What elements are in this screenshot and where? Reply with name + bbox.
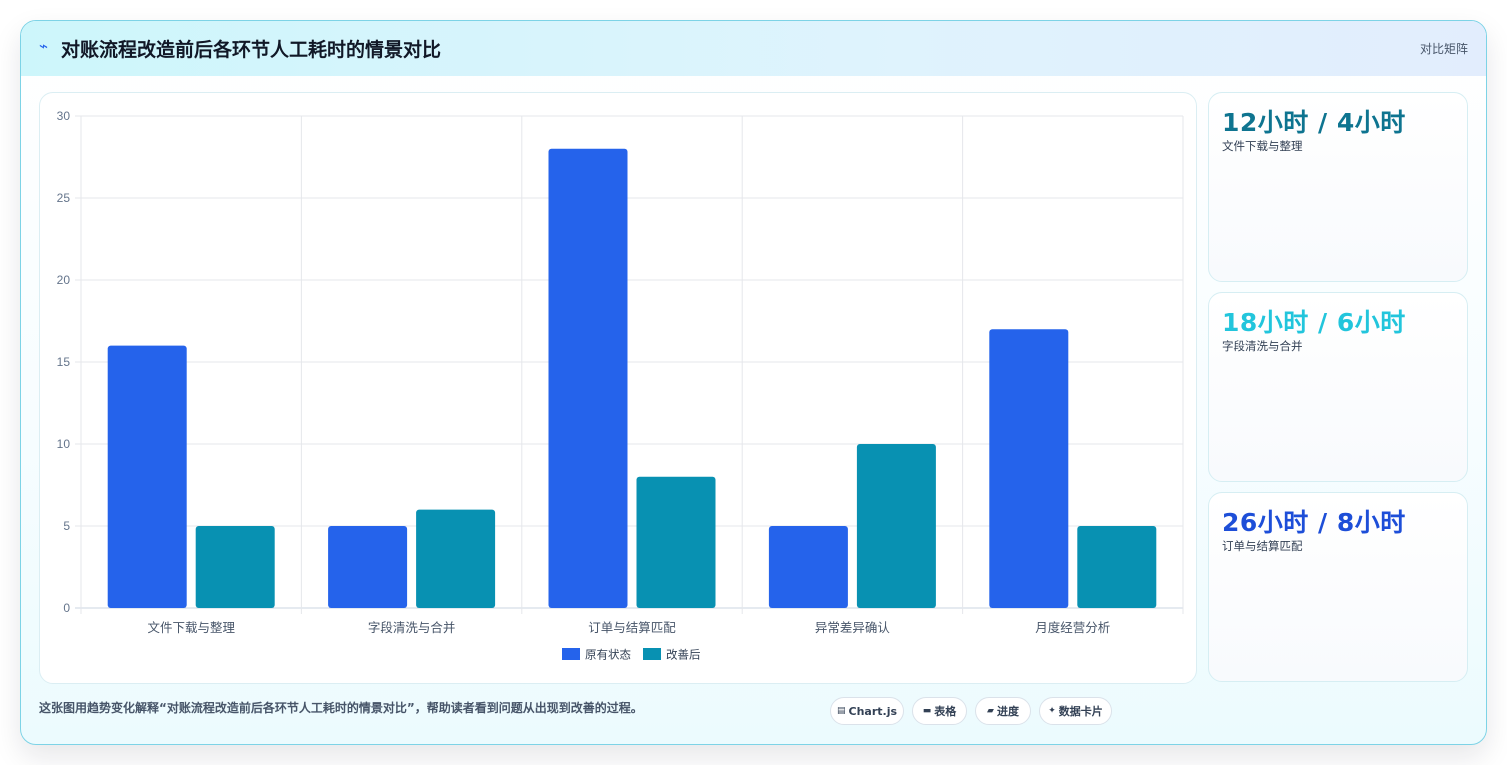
stat-value: 18小时 / 6小时 xyxy=(1222,308,1406,337)
chip-datacard[interactable]: ✦ 数据卡片 xyxy=(1039,697,1112,725)
x-tick-label: 月度经营分析 xyxy=(1035,620,1110,635)
stat-card: 12小时 / 4小时 文件下载与整理 xyxy=(1208,92,1468,282)
y-tick-label: 5 xyxy=(63,519,70,533)
chip-chartjs[interactable]: ▤ Chart.js xyxy=(830,697,904,725)
x-tick-label: 字段清洗与合并 xyxy=(368,620,456,635)
bar xyxy=(989,329,1069,608)
stat-label: 文件下载与整理 xyxy=(1222,139,1303,153)
chip-progress[interactable]: ▰ 进度 xyxy=(975,697,1031,725)
view-tag: 对比矩阵 xyxy=(1419,42,1468,56)
bar xyxy=(1077,526,1157,608)
progress-icon: ▰ xyxy=(987,706,994,716)
x-tick-label: 异常差异确认 xyxy=(815,620,891,635)
stat-card: 26小时 / 8小时 订单与结算匹配 xyxy=(1208,492,1468,682)
chart-card: 0 5 10 15 20 25 30 文件下载与整理 字段清洗与合并 订单与结算匹配 异常差异确认 月… xyxy=(39,92,1197,684)
y-tick-label: 0 xyxy=(63,601,70,615)
legend-label: 改善后 xyxy=(666,648,701,662)
legend-swatch xyxy=(562,648,580,660)
stat-card: 18小时 / 6小时 字段清洗与合并 xyxy=(1208,292,1468,482)
bar xyxy=(768,526,848,608)
chart-icon: ▤ xyxy=(836,706,846,716)
y-tick-label: 15 xyxy=(57,355,71,369)
comparison-panel: ⌁ 对账流程改造前后各环节人工耗时的情景对比 对比矩阵 0 5 10 15 20 25 30… xyxy=(20,20,1487,745)
legend-label: 原有状态 xyxy=(585,648,631,662)
stat-value: 12小时 / 4小时 xyxy=(1222,108,1406,137)
chart-description: 这张图用趋势变化解释“对账流程改造前后各环节人工耗时的情景对比”，帮助读者看到问… xyxy=(39,701,643,715)
pulse-icon: ⌁ xyxy=(39,37,49,55)
bar xyxy=(636,476,716,608)
bar xyxy=(195,526,275,608)
bar-chart: 0 5 10 15 20 25 30 文件下载与整理 字段清洗与合并 订单与结算匹配 异常差异确认 月… xyxy=(57,109,1184,662)
chip-label: Chart.js xyxy=(848,704,898,718)
y-tick-label: 10 xyxy=(57,437,71,451)
panel-header: ⌁ 对账流程改造前后各环节人工耗时的情景对比 对比矩阵 xyxy=(21,21,1486,76)
bar xyxy=(416,509,496,608)
page-title: 对账流程改造前后各环节人工耗时的情景对比 xyxy=(61,39,442,61)
y-tick-label: 20 xyxy=(57,273,71,287)
bar xyxy=(856,444,936,608)
chip-table[interactable]: ▬ 表格 xyxy=(912,697,967,725)
bar xyxy=(548,148,628,609)
table-icon: ▬ xyxy=(922,706,932,716)
chip-label: 数据卡片 xyxy=(1058,705,1103,718)
y-tick-label: 25 xyxy=(57,191,71,205)
stat-label: 订单与结算匹配 xyxy=(1222,539,1303,553)
bar xyxy=(107,345,187,608)
bar xyxy=(328,526,408,608)
sparkle-icon: ✦ xyxy=(1048,706,1056,716)
chip-label: 表格 xyxy=(934,705,957,718)
legend-swatch xyxy=(643,648,661,660)
chip-label: 进度 xyxy=(996,705,1019,718)
x-tick-label: 文件下载与整理 xyxy=(147,620,235,635)
stat-label: 字段清洗与合并 xyxy=(1222,339,1303,353)
stat-value: 26小时 / 8小时 xyxy=(1222,508,1406,537)
y-tick-label: 30 xyxy=(57,109,71,123)
x-tick-label: 订单与结算匹配 xyxy=(588,620,676,635)
